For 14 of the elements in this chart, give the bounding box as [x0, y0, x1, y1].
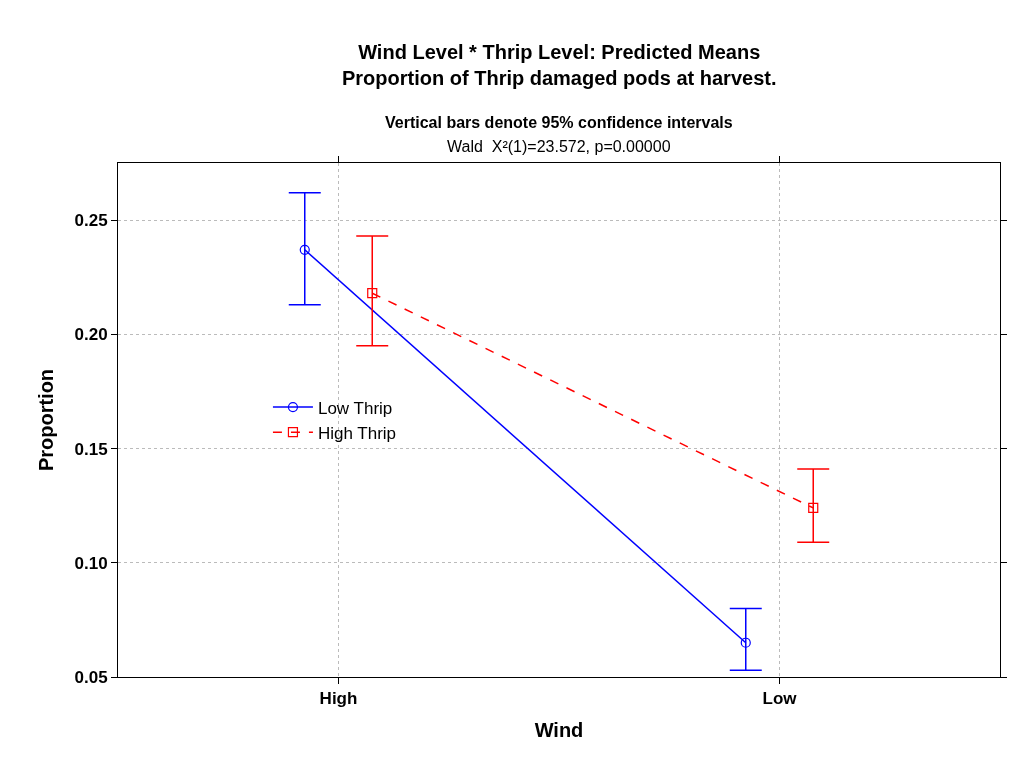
- y-tick-label: 0.20: [74, 325, 108, 345]
- x-axis-title: Wind: [534, 718, 584, 741]
- legend-label: Low Thrip: [317, 398, 393, 418]
- x-tick-label: High: [319, 689, 358, 709]
- chart-title: Wind Level * Thrip Level: Predicted Means Proportion of Thrip damaged pods at harvest.: [342, 41, 777, 89]
- chart-subtitle: Vertical bars denote 95% confidence intervals: [385, 114, 733, 131]
- y-tick-label: 0.25: [74, 211, 108, 231]
- y-axis-title: Proportion: [35, 368, 58, 472]
- x-tick-label: Low: [762, 689, 798, 709]
- text: Wald X²(1)=23.572, p=0.00000: [447, 138, 671, 155]
- y-tick-label: 0.10: [74, 553, 108, 573]
- legend-label: High Thrip: [317, 423, 397, 443]
- y-tick-label: 0.05: [74, 667, 108, 687]
- y-tick-label: 0.15: [74, 439, 108, 459]
